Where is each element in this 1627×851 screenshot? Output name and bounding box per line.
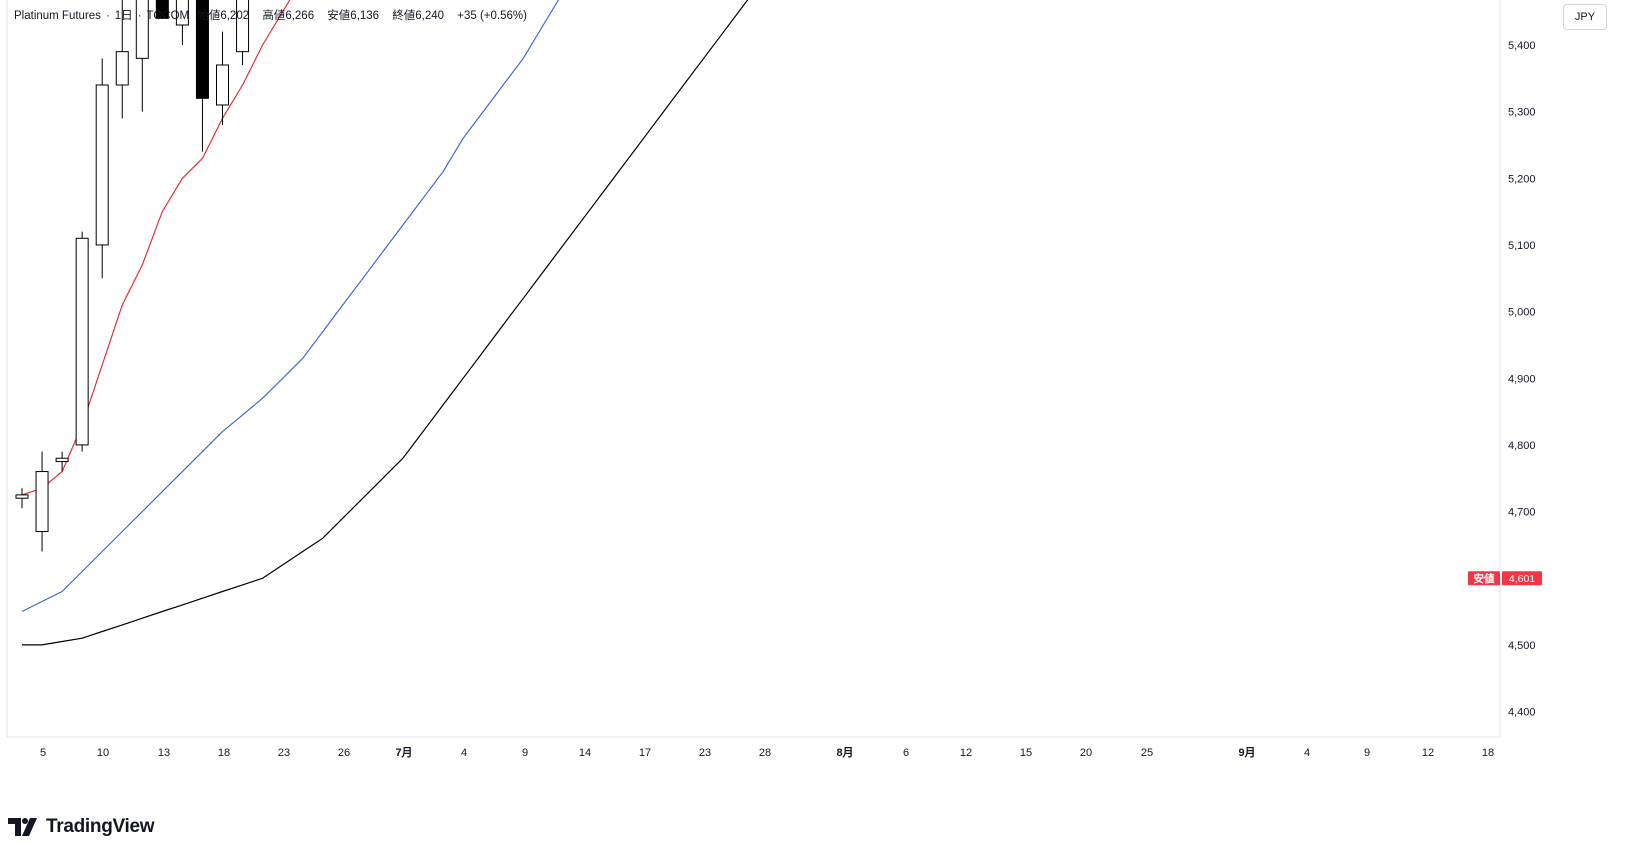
candle-up[interactable] [55,457,69,463]
time-tick-label: 7月 [395,746,412,759]
price-tick-label: 4,500 [1508,640,1536,652]
candle-down[interactable] [155,0,169,19]
time-tick-label: 15 [1020,747,1032,759]
tradingview-logo-icon [8,818,37,836]
symbol-name[interactable]: Platinum Futures [14,10,101,22]
candle-up[interactable] [135,0,149,59]
candle-up[interactable] [216,64,229,106]
candle-up[interactable] [95,84,109,246]
time-tick-label: 5 [40,747,46,759]
low-badge-tag-label: 安値 [1474,572,1496,585]
candle-up[interactable] [175,0,189,26]
ohlc-change: +35 (+0.56%) [457,10,527,22]
time-tick-label: 9 [522,747,528,759]
ohlc-close: 終値6,240 [392,10,445,22]
time-tick-label: 12 [960,747,972,759]
interval-label[interactable]: 1日 [114,10,133,22]
time-tick-label: 26 [338,747,350,759]
time-tick-label: 28 [759,747,771,759]
price-tick-label: 4,900 [1508,373,1536,385]
time-tick-label: 17 [639,747,651,759]
ohlc-open: 始値6,202 [197,10,250,22]
time-tick-label: 12 [1422,747,1434,759]
exchange-label: TOCOM [146,10,190,22]
time-tick-label: 20 [1080,747,1092,759]
time-tick-label: 14 [579,747,591,759]
ohlc-low: 安値6,136 [327,10,380,22]
low-badge-value-label: 4,601 [1509,573,1535,585]
moving-average-blue-line [21,0,560,613]
candle-up[interactable] [75,237,89,446]
time-tick-label: 8月 [836,746,853,759]
price-tick-label: 4,700 [1508,507,1536,519]
ohlc-high: 高値6,266 [262,10,315,22]
price-tick-label: 4,800 [1508,440,1536,452]
candle-up[interactable] [115,51,129,86]
candle-up[interactable] [236,0,250,53]
low-badge-tag-bg [1468,571,1500,586]
time-tick-label: 4 [1304,747,1310,759]
symbol-header: Platinum Futures · 1日 · TOCOM 始値6,202 高値6,26… [14,10,527,22]
time-tick-label: 25 [1141,747,1153,759]
time-tick-label: 4 [461,747,467,759]
price-tick-label: 5,000 [1508,307,1536,319]
time-tick-label: 10 [97,747,109,759]
brand-name: TradingView [46,816,155,837]
price-tick-label: 4,400 [1508,707,1536,719]
price-tick-label: 5,300 [1508,107,1536,119]
price-tick-label: 5,200 [1508,173,1536,185]
time-tick-label: 9月 [1238,746,1255,759]
price-tick-label: 5,100 [1508,240,1536,252]
time-tick-label: 6 [903,747,909,759]
low-badge-value-bg [1502,571,1542,586]
time-tick-label: 18 [218,747,230,759]
moving-average-black-line [22,0,749,646]
tradingview-logo[interactable]: TradingView [8,816,155,838]
time-tick-label: 9 [1364,747,1370,759]
time-tick-label: 13 [158,747,170,759]
price-tick-label: 5,400 [1508,40,1536,52]
moving-average-red-line [21,0,291,496]
time-tick-label: 23 [278,747,290,759]
candle-up[interactable] [35,471,49,533]
candle-up[interactable] [15,494,29,499]
time-tick-label: 18 [1482,747,1494,759]
time-tick-label: 23 [699,747,711,759]
currency-button[interactable]: JPY [1563,4,1607,30]
candle-down[interactable] [195,0,209,99]
